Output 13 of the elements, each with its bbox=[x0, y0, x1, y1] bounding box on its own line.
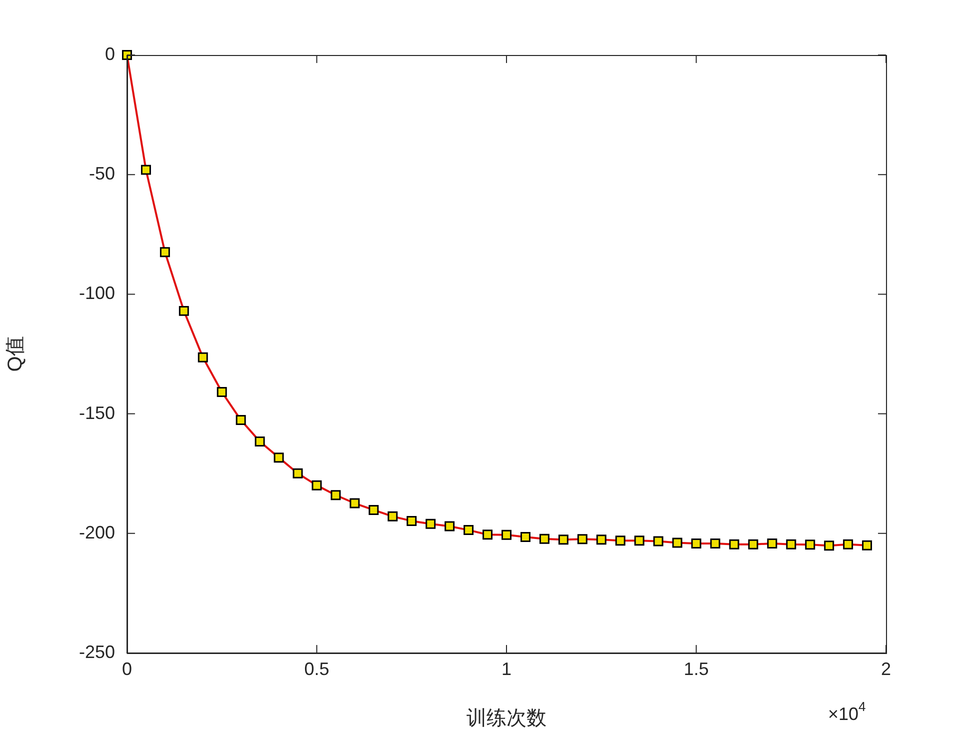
x-tick-label: 1.5 bbox=[684, 658, 709, 679]
x-tick-label: 0 bbox=[122, 658, 132, 679]
x-axis-title: 训练次数 bbox=[466, 708, 546, 730]
y-tick-label: -100 bbox=[78, 283, 115, 304]
x-tick-label: 2 bbox=[880, 658, 892, 679]
y-tick-label: -250 bbox=[78, 642, 115, 662]
x-tick-label: 1 bbox=[501, 658, 512, 679]
y-tick-label: -200 bbox=[78, 522, 115, 542]
y-tick-label: 0 bbox=[104, 44, 115, 64]
y-axis-title: Q值 bbox=[4, 336, 27, 372]
x-tick-label: 0.5 bbox=[304, 658, 330, 679]
y-tick-label: -150 bbox=[78, 402, 115, 423]
y-tick-label: -50 bbox=[88, 164, 115, 184]
